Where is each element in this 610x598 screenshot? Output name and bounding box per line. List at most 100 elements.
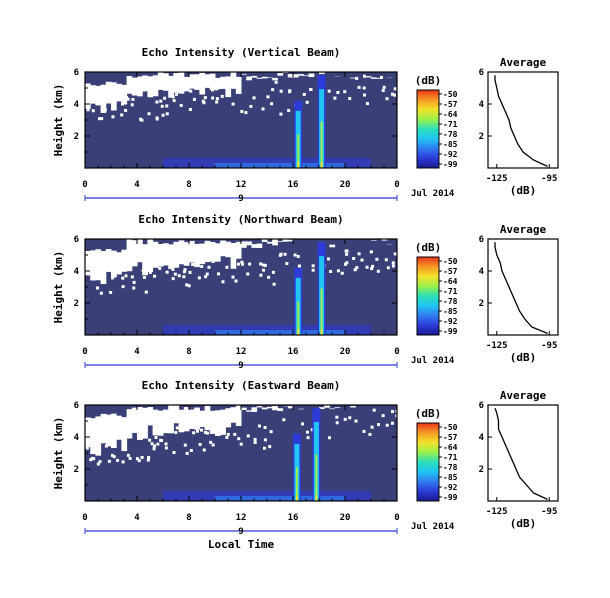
x-tick-label: 20 bbox=[340, 513, 351, 523]
profile-x-label: (dB) bbox=[510, 517, 537, 530]
date-month: Jul 2014 bbox=[411, 356, 455, 366]
profile-line bbox=[494, 75, 548, 167]
profile-title: Average bbox=[500, 389, 547, 402]
echo-panel: Echo Intensity (Vertical Beam) 2 4 6 Height … bbox=[52, 46, 559, 204]
date-day: 9 bbox=[238, 361, 243, 371]
profile-y-tick-label: 6 bbox=[479, 401, 484, 411]
colorbar-tick-label: -92 bbox=[443, 150, 458, 159]
colorbar-tick-label: -57 bbox=[443, 433, 458, 442]
y-axis-label: Height (km) bbox=[52, 251, 65, 324]
colorbar bbox=[416, 89, 440, 169]
profile-y-tick-label: 4 bbox=[479, 267, 485, 277]
profile-y-tick-label: 4 bbox=[479, 433, 485, 443]
x-tick-label: 0 bbox=[394, 347, 399, 357]
x-tick-label: 0 bbox=[82, 347, 87, 357]
echo-panel: Echo Intensity (Eastward Beam) 2 4 6 Height … bbox=[52, 379, 559, 537]
x-tick-label: 16 bbox=[288, 180, 299, 190]
profile-y-tick-label: 2 bbox=[479, 465, 484, 475]
echo-column bbox=[312, 408, 321, 501]
date-month: Jul 2014 bbox=[411, 189, 455, 199]
x-tick-label: 0 bbox=[394, 180, 399, 190]
echo-column bbox=[294, 267, 303, 335]
x-tick-label: 16 bbox=[288, 347, 299, 357]
echo-column bbox=[317, 242, 326, 335]
y-tick-label: 6 bbox=[74, 68, 79, 78]
x-tick-label: 0 bbox=[82, 180, 87, 190]
colorbar-tick-label: -50 bbox=[443, 90, 458, 99]
profile-x-tick-label: -125 bbox=[486, 174, 508, 184]
y-tick-label: 2 bbox=[74, 465, 79, 475]
x-tick-label: 8 bbox=[186, 180, 191, 190]
profile-x-tick-label: -95 bbox=[541, 174, 557, 184]
colorbar-tick-label: -71 bbox=[443, 287, 458, 296]
average-profile: Average 2 4 6 -125 -95 (dB) bbox=[479, 56, 559, 197]
echo-column bbox=[317, 75, 326, 168]
colorbar-unit: (dB) bbox=[415, 74, 442, 87]
colorbar-tick-label: -85 bbox=[443, 307, 458, 316]
y-axis-label: Height (km) bbox=[52, 417, 65, 490]
colorbar-tick-label: -57 bbox=[443, 267, 458, 276]
x-tick-label: 20 bbox=[340, 347, 351, 357]
profile-y-tick-label: 2 bbox=[479, 132, 484, 142]
profile-x-tick-label: -95 bbox=[541, 507, 557, 517]
panel-title: Echo Intensity (Northward Beam) bbox=[138, 213, 343, 226]
colorbar-tick-label: -78 bbox=[443, 297, 458, 306]
profile-y-tick-label: 6 bbox=[479, 68, 484, 78]
colorbar-tick-label: -92 bbox=[443, 317, 458, 326]
colorbar-tick-label: -64 bbox=[443, 110, 458, 119]
x-tick-label: 4 bbox=[134, 180, 140, 190]
echo-panel: Echo Intensity (Northward Beam) 2 4 6 Height… bbox=[52, 213, 559, 371]
profile-y-tick-label: 2 bbox=[479, 299, 484, 309]
y-tick-label: 4 bbox=[74, 267, 80, 277]
average-profile: Average 2 4 6 -125 -95 (dB) bbox=[479, 223, 559, 364]
colorbar-tick-label: -99 bbox=[443, 493, 458, 502]
no-data-region bbox=[85, 72, 404, 122]
panel-title: Echo Intensity (Vertical Beam) bbox=[142, 46, 341, 59]
profile-y-tick-label: 6 bbox=[479, 235, 484, 245]
echo-column bbox=[292, 433, 301, 501]
x-tick-label: 8 bbox=[186, 347, 191, 357]
colorbar-tick-label: -71 bbox=[443, 453, 458, 462]
colorbar bbox=[416, 256, 440, 336]
x-tick-label: 4 bbox=[134, 347, 140, 357]
colorbar-tick-label: -57 bbox=[443, 100, 458, 109]
profile-x-label: (dB) bbox=[510, 184, 537, 197]
date-day: 9 bbox=[238, 527, 243, 537]
colorbar-tick-label: -85 bbox=[443, 473, 458, 482]
x-tick-label: 4 bbox=[134, 513, 140, 523]
profile-line bbox=[494, 242, 548, 335]
colorbar-tick-label: -92 bbox=[443, 483, 458, 492]
x-tick-label: 12 bbox=[236, 347, 247, 357]
colorbar-tick-label: -78 bbox=[443, 130, 458, 139]
profile-title: Average bbox=[500, 223, 547, 236]
x-tick-label: 0 bbox=[82, 513, 87, 523]
x-tick-label: 12 bbox=[236, 180, 247, 190]
x-tick-label: 0 bbox=[394, 513, 399, 523]
y-tick-label: 6 bbox=[74, 401, 79, 411]
colorbar-unit: (dB) bbox=[415, 407, 442, 420]
y-tick-label: 4 bbox=[74, 433, 80, 443]
profile-x-tick-label: -95 bbox=[541, 341, 557, 351]
colorbar-tick-label: -64 bbox=[443, 277, 458, 286]
colorbar-tick-label: -85 bbox=[443, 140, 458, 149]
colorbar-tick-label: -99 bbox=[443, 327, 458, 336]
no-data-region bbox=[85, 405, 403, 466]
y-tick-label: 6 bbox=[74, 235, 79, 245]
profile-y-tick-label: 4 bbox=[479, 100, 485, 110]
colorbar bbox=[416, 422, 440, 502]
x-tick-label: 12 bbox=[236, 513, 247, 523]
profile-line bbox=[494, 407, 548, 500]
date-month: Jul 2014 bbox=[411, 522, 455, 532]
profile-x-tick-label: -125 bbox=[486, 507, 508, 517]
colorbar-tick-label: -78 bbox=[443, 463, 458, 472]
profile-x-tick-label: -125 bbox=[486, 341, 508, 351]
colorbar-tick-label: -50 bbox=[443, 423, 458, 432]
profile-x-label: (dB) bbox=[510, 351, 537, 364]
colorbar-unit: (dB) bbox=[415, 241, 442, 254]
y-tick-label: 2 bbox=[74, 299, 79, 309]
colorbar-tick-label: -99 bbox=[443, 160, 458, 169]
echo-column bbox=[294, 100, 303, 168]
y-tick-label: 4 bbox=[74, 100, 80, 110]
profile-title: Average bbox=[500, 56, 547, 69]
